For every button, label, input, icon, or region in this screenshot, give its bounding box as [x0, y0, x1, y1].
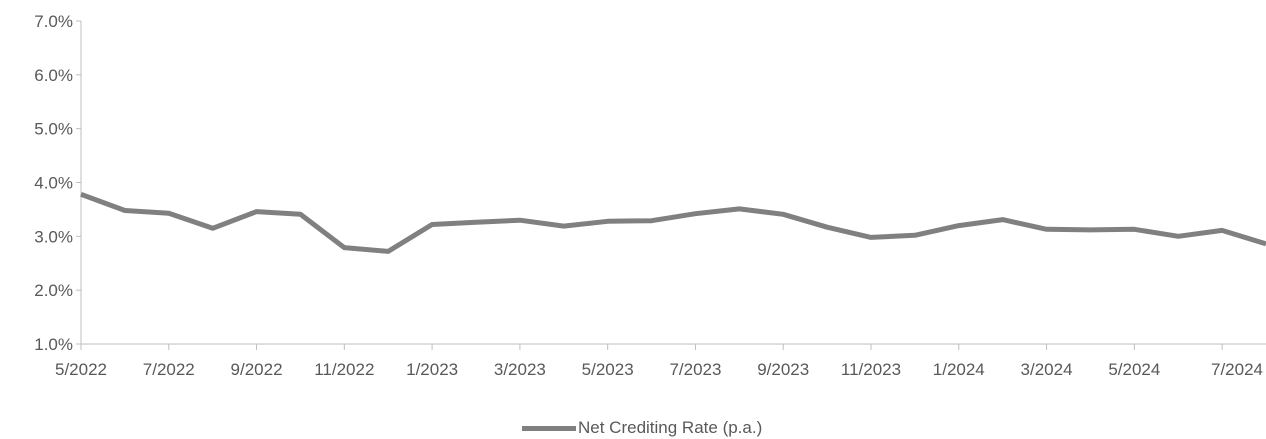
- y-tick-label: 1.0%: [34, 335, 73, 354]
- x-tick-label: 5/2022: [55, 360, 107, 379]
- y-tick-label: 2.0%: [34, 281, 73, 300]
- x-tick-label: 7/2022: [143, 360, 195, 379]
- y-tick-label: 7.0%: [34, 12, 73, 31]
- series-layer: [80, 191, 1266, 254]
- x-axis-ticks: 5/2022 7/2022 9/2022 11/2022 1/2023 3/2023 5/2…: [55, 344, 1263, 379]
- x-tick-label: 5/2023: [582, 360, 634, 379]
- x-tick-label: 1/2023: [406, 360, 458, 379]
- y-tick-label: 6.0%: [34, 66, 73, 85]
- x-tick-label: 11/2023: [841, 360, 901, 379]
- x-tick-label: 5/2024: [1108, 360, 1160, 379]
- legend-label: Net Crediting Rate (p.a.): [578, 418, 763, 437]
- x-tick-label: 9/2022: [231, 360, 283, 379]
- x-tick-label: 7/2024: [1211, 360, 1263, 379]
- legend: Net Crediting Rate (p.a.): [522, 417, 762, 439]
- x-tick-label: 3/2024: [1021, 360, 1073, 379]
- legend-swatch: [522, 425, 576, 431]
- x-tick-label: 3/2023: [494, 360, 546, 379]
- y-tick-label: 4.0%: [34, 174, 73, 193]
- series-line: [80, 191, 1266, 254]
- y-tick-label: 5.0%: [34, 120, 73, 139]
- x-tick-label: 1/2024: [933, 360, 985, 379]
- x-tick-label: 9/2023: [757, 360, 809, 379]
- y-axis-ticks: 1.0% 2.0% 3.0% 4.0% 5.0% 6.0% 7.0%: [34, 12, 81, 354]
- x-tick-label: 7/2023: [669, 360, 721, 379]
- y-tick-label: 3.0%: [34, 227, 73, 246]
- x-tick-label: 11/2022: [314, 360, 374, 379]
